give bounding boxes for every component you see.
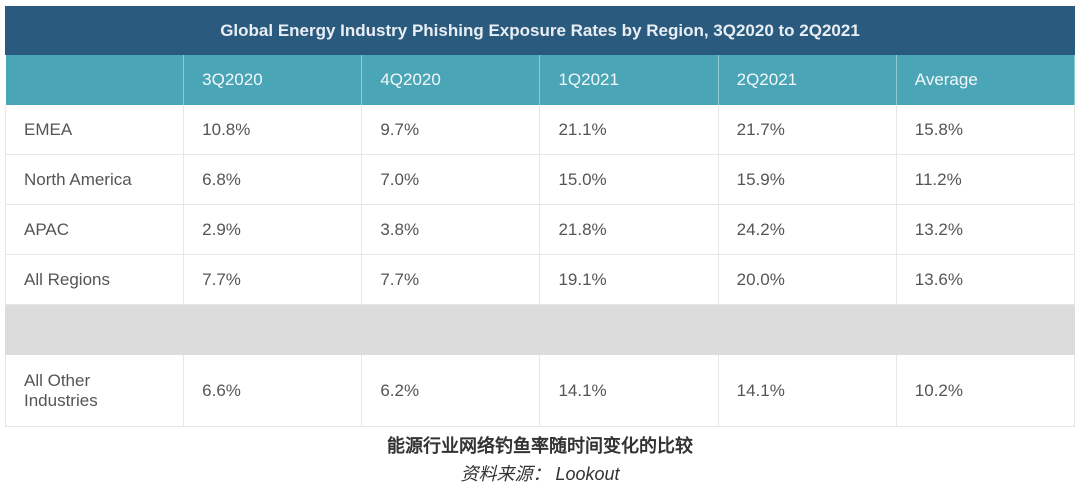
table-cell: 3.8% xyxy=(361,204,541,255)
table-title: Global Energy Industry Phishing Exposure… xyxy=(5,6,1075,55)
column-header: 2Q2021 xyxy=(718,55,897,105)
table-cell: 9.7% xyxy=(361,105,541,155)
table-row: EMEA 10.8% 9.7% 21.1% 21.7% 15.8% xyxy=(4,105,1076,155)
table-cell: 15.0% xyxy=(539,154,719,205)
separator-cell xyxy=(718,304,897,355)
table-cell: 10.2% xyxy=(896,354,1076,427)
row-label: North America xyxy=(4,154,185,205)
row-label: All Other Industries xyxy=(4,354,185,427)
source-note: 资料来源： Lookout xyxy=(460,464,620,484)
table-cell: 13.6% xyxy=(896,254,1076,305)
table-cell: 2.9% xyxy=(183,204,363,255)
table-cell: 21.8% xyxy=(539,204,719,255)
table-cell: 6.2% xyxy=(361,354,541,427)
data-table: 3Q2020 4Q2020 1Q2021 2Q2021 Average EMEA 10.8… xyxy=(4,55,1076,427)
table-cell: 15.8% xyxy=(896,105,1076,155)
separator-row xyxy=(4,304,1076,355)
column-header: 1Q2021 xyxy=(539,55,719,105)
table-row: APAC 2.9% 3.8% 21.8% 24.2% 13.2% xyxy=(4,204,1076,255)
separator-cell xyxy=(361,304,541,355)
row-label: APAC xyxy=(4,204,185,255)
separator-cell xyxy=(896,304,1076,355)
table-cell: 20.0% xyxy=(718,254,897,305)
separator-cell xyxy=(183,304,363,355)
table-cell: 24.2% xyxy=(718,204,897,255)
column-header xyxy=(5,55,185,105)
table-cell: 15.9% xyxy=(718,154,897,205)
column-header: 3Q2020 xyxy=(183,55,363,105)
column-header: 4Q2020 xyxy=(361,55,541,105)
column-header: Average xyxy=(896,55,1076,105)
table-cell: 10.8% xyxy=(183,105,363,155)
table-cell: 14.1% xyxy=(539,354,719,427)
table-cell: 19.1% xyxy=(539,254,719,305)
table-cell: 7.0% xyxy=(361,154,541,205)
table-cell: 21.7% xyxy=(718,105,897,155)
row-label: EMEA xyxy=(4,105,185,155)
separator-cell xyxy=(539,304,719,355)
table-cell: 7.7% xyxy=(183,254,363,305)
table-container: Global Energy Industry Phishing Exposure… xyxy=(4,6,1076,427)
table-cell: 21.1% xyxy=(539,105,719,155)
table-cell: 7.7% xyxy=(361,254,541,305)
table-cell: 11.2% xyxy=(896,154,1076,205)
table-cell: 14.1% xyxy=(718,354,897,427)
table-cell: 6.8% xyxy=(183,154,363,205)
table-row: North America 6.8% 7.0% 15.0% 15.9% 11.2% xyxy=(4,154,1076,205)
caption: 能源行业网络钓鱼率随时间变化的比较 xyxy=(387,436,693,456)
table-cell: 6.6% xyxy=(183,354,363,427)
row-label: All Regions xyxy=(4,254,185,305)
table-cell: 13.2% xyxy=(896,204,1076,255)
header-row: 3Q2020 4Q2020 1Q2021 2Q2021 Average xyxy=(5,55,1076,105)
table-row: All Regions 7.7% 7.7% 19.1% 20.0% 13.6% xyxy=(4,254,1076,305)
separator-cell xyxy=(4,304,185,355)
table-row: All Other Industries 6.6% 6.2% 14.1% 14.1% 10… xyxy=(4,354,1076,427)
